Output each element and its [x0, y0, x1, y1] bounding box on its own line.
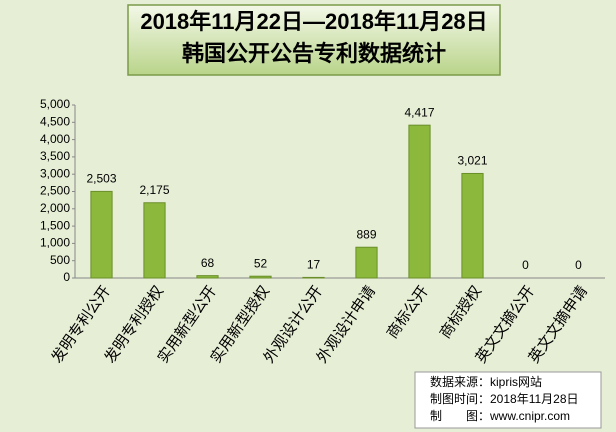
bar [196, 275, 219, 279]
y-tick-label: 1,500 [40, 218, 70, 232]
value-label: 52 [254, 256, 268, 270]
value-label: 68 [201, 256, 215, 270]
source-box [414, 371, 602, 429]
bar [408, 124, 431, 279]
chart-title: 2018年11月22日—2018年11月28日 [140, 9, 487, 34]
value-label: 889 [356, 227, 376, 241]
y-tick-label: 3,500 [40, 149, 70, 163]
chart-subtitle: 韩国公开公告专利数据统计 [182, 41, 446, 66]
y-tick-label: 2,500 [40, 184, 70, 198]
bar [302, 276, 325, 279]
bar [249, 275, 272, 279]
value-label: 2,503 [86, 172, 116, 186]
y-tick-label: 1,000 [40, 236, 70, 250]
value-label: 2,175 [139, 183, 169, 197]
title-box [127, 4, 501, 76]
bar [90, 190, 113, 279]
bar [355, 246, 378, 279]
source-note: 制 图：www.cnipr.com [430, 409, 570, 423]
value-label: 4,417 [404, 105, 434, 119]
source-note: 制图时间：2018年11月28日 [430, 392, 579, 406]
bar [143, 202, 166, 279]
source-note: 数据来源：kipris网站 [430, 374, 542, 389]
y-tick-label: 500 [50, 253, 70, 267]
y-tick-label: 3,000 [40, 166, 70, 180]
value-label: 0 [575, 258, 582, 272]
value-label: 3,021 [457, 154, 487, 168]
bar [461, 172, 484, 279]
y-tick-label: 5,000 [40, 97, 70, 111]
value-label: 0 [522, 258, 529, 272]
y-tick-label: 0 [63, 270, 70, 284]
y-tick-label: 4,500 [40, 114, 70, 128]
value-label: 17 [307, 258, 321, 272]
y-tick-label: 4,000 [40, 132, 70, 146]
y-tick-label: 2,000 [40, 201, 70, 215]
